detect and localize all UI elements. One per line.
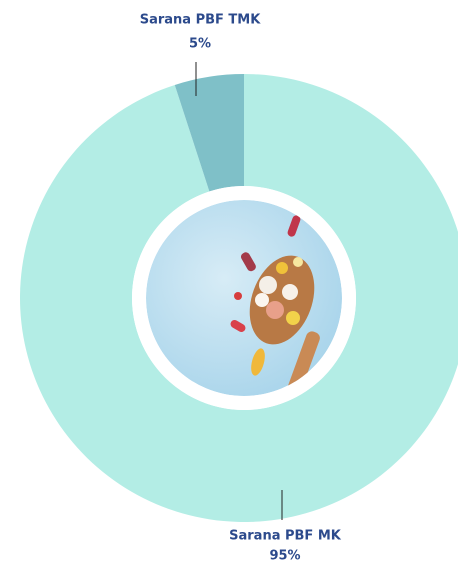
slice-label: Sarana PBF MK xyxy=(229,529,342,544)
slice-value-label: 5% xyxy=(189,37,211,52)
donut-slice xyxy=(20,74,458,522)
center-image xyxy=(146,200,342,396)
slice-label: Sarana PBF TMK xyxy=(140,13,262,28)
donut xyxy=(20,74,458,522)
donut-slice xyxy=(174,74,244,192)
slice-value-label: 95% xyxy=(269,549,300,564)
